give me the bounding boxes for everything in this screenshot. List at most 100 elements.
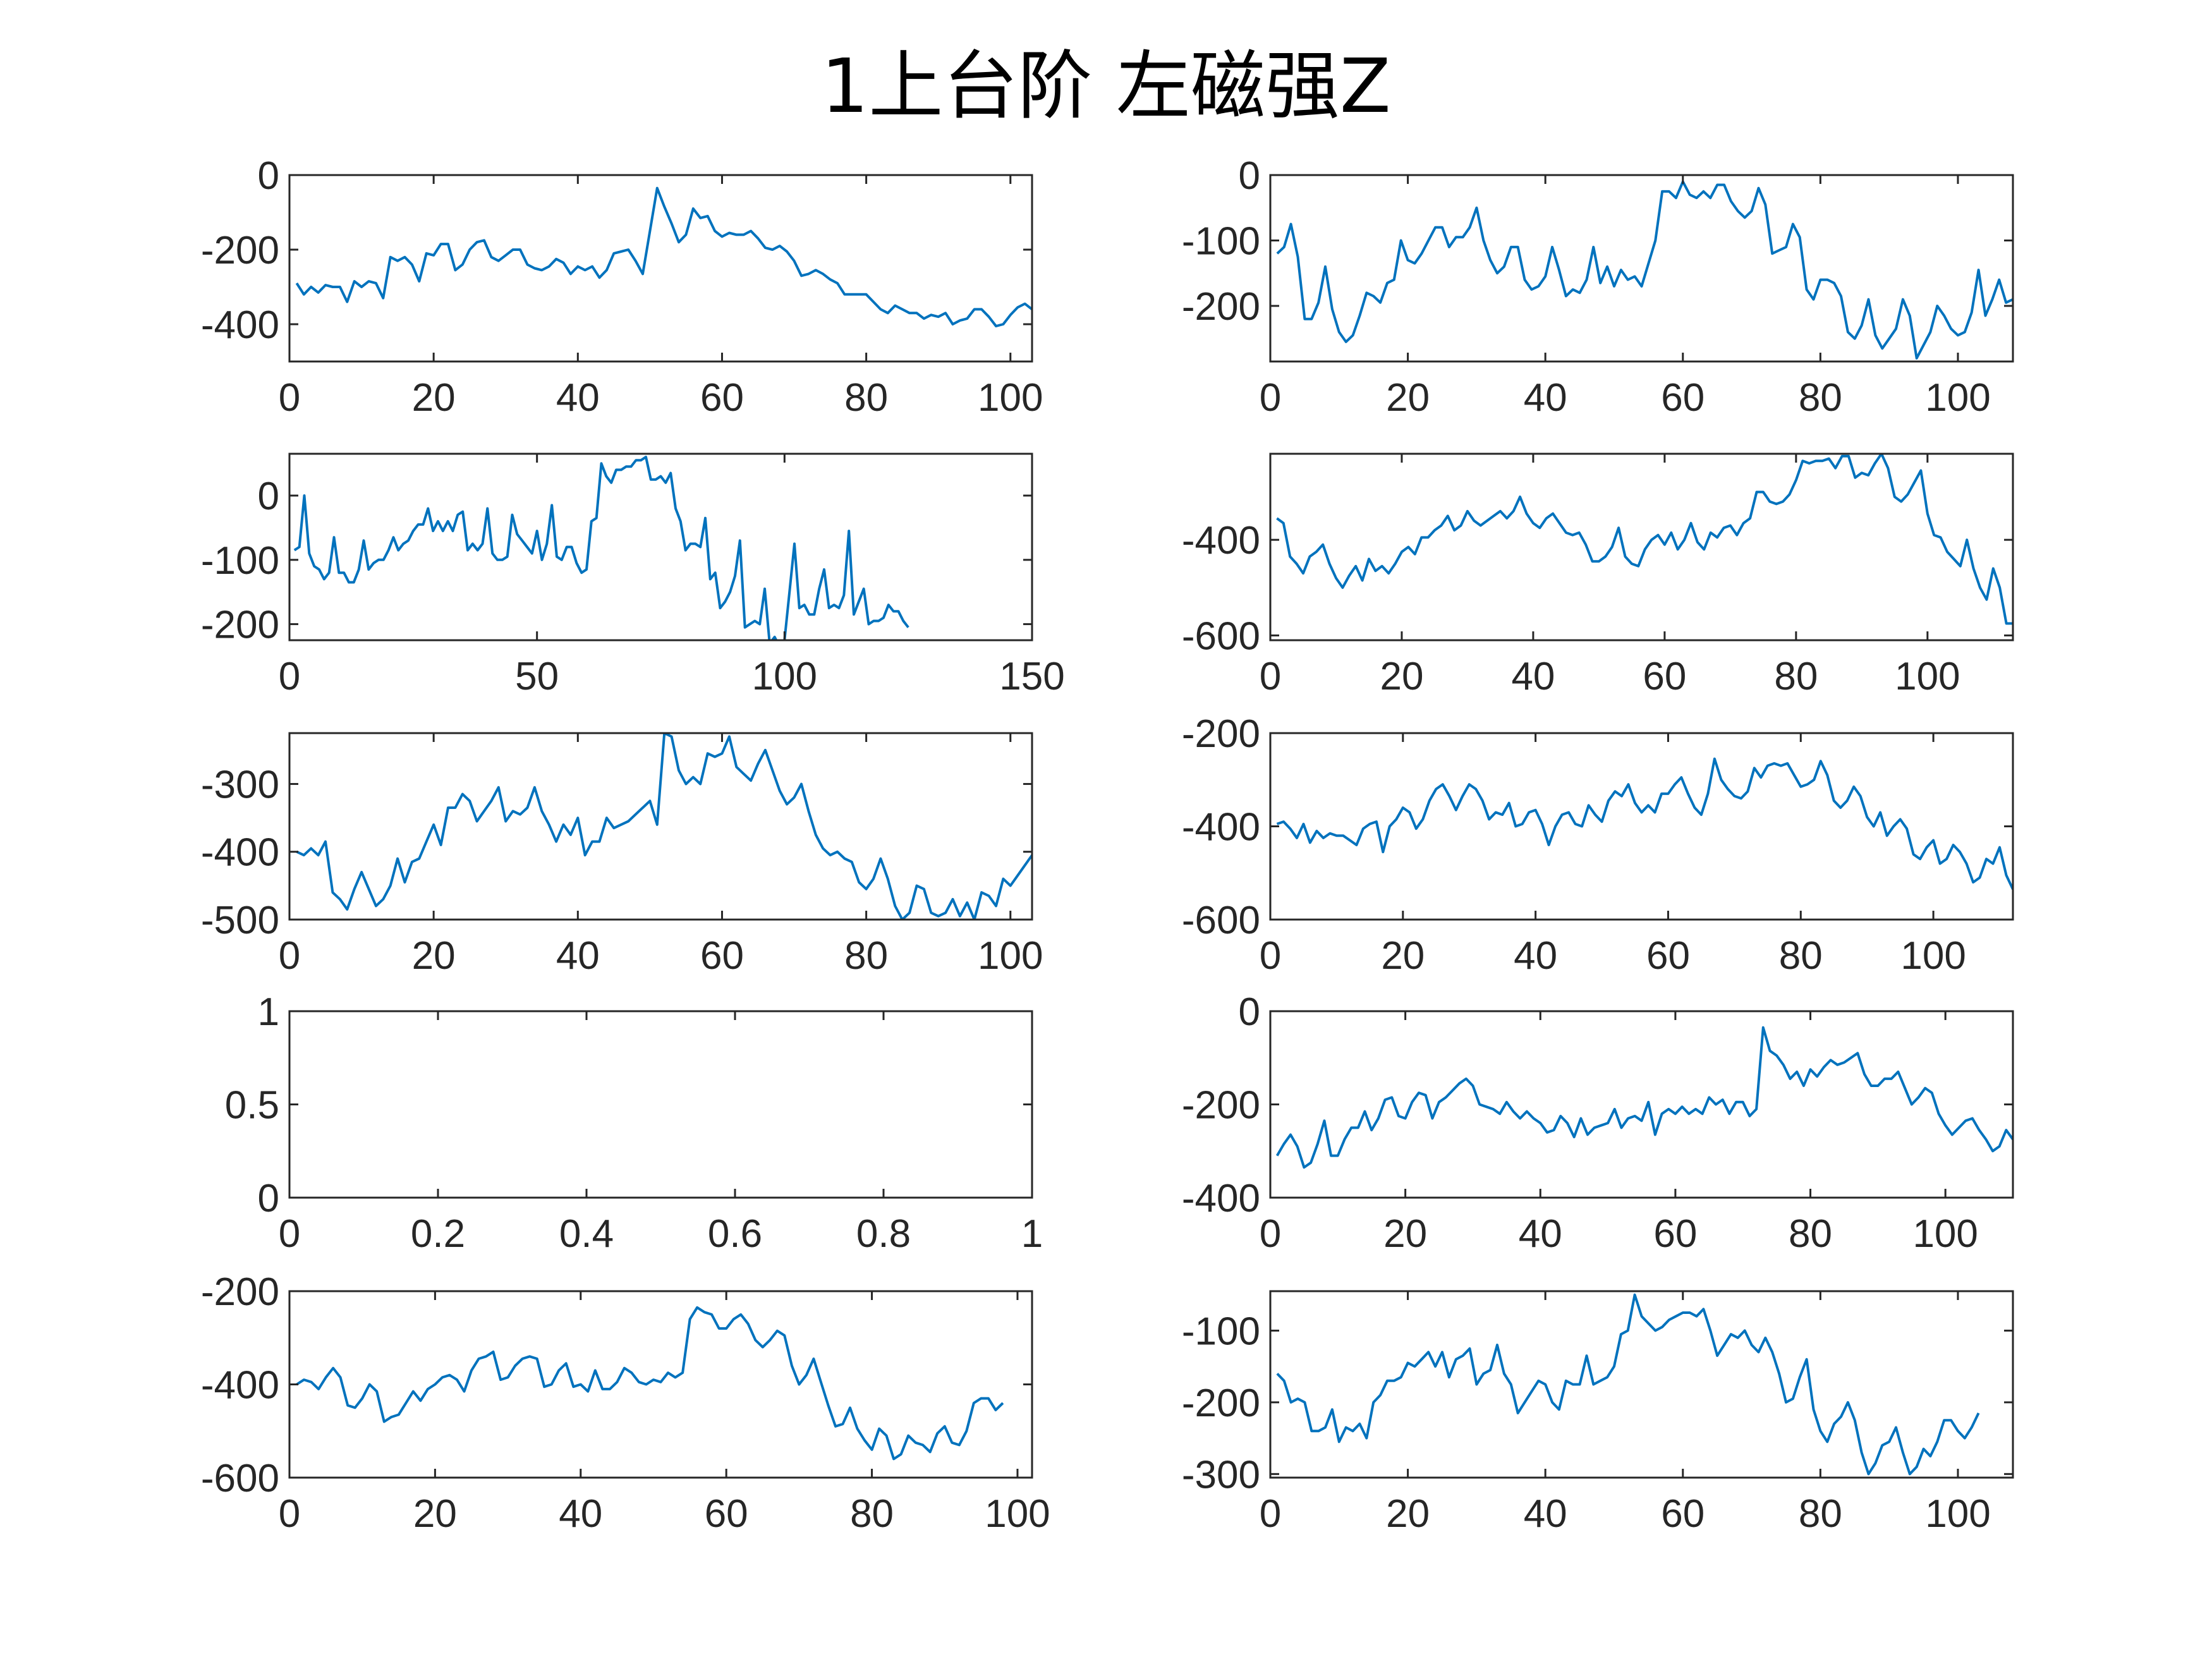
- x-tick-label: 80: [1774, 655, 1818, 698]
- x-tick-label: 60: [1646, 934, 1690, 978]
- x-tick-label: 20: [1381, 934, 1425, 978]
- x-tick-label: 100: [1912, 1212, 1978, 1256]
- x-tick-label: 50: [515, 655, 559, 698]
- x-tick-label: 100: [1925, 376, 1990, 420]
- y-tick-label: -300: [201, 763, 279, 806]
- subplot-right-2: 0 20 40 60 80 100 -600 -400: [1182, 453, 2014, 698]
- series-line: [1276, 180, 2013, 360]
- x-tick-label: 0: [279, 1212, 300, 1256]
- x-tick-label: 40: [559, 1492, 602, 1536]
- x-tick-label: 60: [1653, 1212, 1697, 1256]
- x-tick-label: 20: [1383, 1212, 1427, 1256]
- x-tick-label: 0: [1260, 655, 1281, 698]
- x-tick-label: 150: [999, 655, 1064, 698]
- y-tick-label: -200: [1182, 1382, 1260, 1425]
- x-tick-label: 40: [1511, 655, 1555, 698]
- x-tick-label: 20: [1380, 655, 1423, 698]
- y-tick-label: -300: [1182, 1453, 1260, 1497]
- axes-box: [288, 453, 1033, 641]
- x-tick-label: 60: [1643, 655, 1686, 698]
- x-tick-label: 20: [412, 376, 456, 420]
- x-tick-label: 60: [1661, 1492, 1705, 1536]
- x-tick-label: 20: [1386, 1492, 1430, 1536]
- x-tick-label: 60: [1661, 376, 1705, 420]
- x-tick-label: 20: [413, 1492, 457, 1536]
- subplot-right-1: 0 20 40 60 80 100 -200 -100 0: [1182, 154, 2014, 420]
- y-tick-label: -200: [201, 1270, 279, 1314]
- x-tick-label: 80: [1799, 376, 1842, 420]
- x-tick-label: 100: [1895, 655, 1960, 698]
- axes-box: [1269, 1010, 2014, 1199]
- y-tick-label: 1: [258, 990, 279, 1034]
- x-tick-label: 100: [1900, 934, 1966, 978]
- x-tick-label: 100: [985, 1492, 1050, 1536]
- y-tick-label: 0: [258, 154, 279, 198]
- x-tick-label: 0.2: [411, 1212, 465, 1256]
- x-tick-label: 0: [279, 1492, 300, 1536]
- x-tick-label: 60: [700, 934, 744, 978]
- x-tick-label: 0: [279, 655, 300, 698]
- y-tick-label: -200: [1182, 712, 1260, 756]
- y-tick-label: -400: [1182, 806, 1260, 849]
- x-tick-label: 40: [1514, 934, 1557, 978]
- y-tick-label: -200: [1182, 1084, 1260, 1127]
- y-tick-label: -100: [1182, 220, 1260, 264]
- x-tick-label: 40: [556, 376, 600, 420]
- subplot-left-2: 0 50 100 150 -200 -100 0: [201, 453, 1065, 698]
- x-tick-label: 100: [978, 934, 1043, 978]
- x-tick-label: 20: [412, 934, 456, 978]
- axes-box: [1269, 1290, 2014, 1479]
- x-tick-label: 40: [1524, 376, 1567, 420]
- y-tick-label: -100: [201, 539, 279, 583]
- x-tick-label: 0: [1260, 1212, 1281, 1256]
- axes-box: [288, 174, 1033, 363]
- x-tick-label: 100: [1925, 1492, 1990, 1536]
- subplot-left-1: 0 20 40 60 80 100 -400 -200 0: [201, 154, 1043, 420]
- subplot-left-3: 0 20 40 60 80 100 -500 -400 -300: [201, 732, 1043, 978]
- x-tick-label: 80: [844, 376, 888, 420]
- x-tick-label: 0: [279, 376, 300, 420]
- series-line: [1276, 1293, 1980, 1476]
- subplot-right-4: 0 20 40 60 80 100 -400 -200 0: [1182, 990, 2014, 1256]
- axes-box: [288, 732, 1033, 921]
- x-tick-label: 60: [700, 376, 744, 420]
- subplot-right-5: 0 20 40 60 80 100 -300 -200 -100: [1182, 1290, 2014, 1536]
- y-tick-label: 0.5: [225, 1084, 279, 1127]
- y-tick-label: -200: [1182, 285, 1260, 329]
- y-tick-label: 0: [1239, 154, 1260, 198]
- x-tick-label: 0: [1260, 1492, 1281, 1536]
- y-tick-label: -400: [201, 831, 279, 875]
- x-tick-label: 80: [844, 934, 888, 978]
- x-tick-label: 80: [1789, 1212, 1832, 1256]
- x-tick-label: 0.6: [708, 1212, 762, 1256]
- y-tick-label: -400: [201, 303, 279, 347]
- x-tick-label: 80: [1779, 934, 1823, 978]
- series-line: [1275, 1026, 2013, 1169]
- y-tick-label: -100: [1182, 1310, 1260, 1353]
- x-tick-label: 100: [752, 655, 817, 698]
- x-tick-label: 80: [1799, 1492, 1842, 1536]
- subplot-left-4: 0 0.2 0.4 0.6 0.8 1 0 0.5 1: [225, 990, 1043, 1256]
- series-line: [295, 186, 1032, 327]
- y-tick-label: -400: [1182, 519, 1260, 562]
- y-tick-label: -400: [201, 1364, 279, 1407]
- y-tick-label: 0: [258, 1177, 279, 1220]
- y-tick-label: -600: [1182, 614, 1260, 658]
- y-tick-label: -500: [201, 899, 279, 942]
- x-tick-label: 1: [1021, 1212, 1043, 1256]
- axes-box: [1269, 732, 2014, 921]
- x-tick-label: 80: [850, 1492, 894, 1536]
- x-tick-label: 100: [978, 376, 1043, 420]
- y-tick-label: -200: [201, 604, 279, 647]
- y-tick-label: -200: [201, 229, 279, 272]
- y-tick-label: -400: [1182, 1177, 1260, 1220]
- axes-box: [1269, 174, 2014, 363]
- series-line: [293, 456, 909, 640]
- series-line: [296, 1306, 1004, 1461]
- x-tick-label: 0: [1260, 376, 1281, 420]
- subplot-right-3: 0 20 40 60 80 100 -600 -400 -200: [1182, 712, 2014, 978]
- series-line: [1276, 454, 2013, 625]
- series-line: [296, 733, 1032, 920]
- series-line: [1276, 757, 2013, 890]
- figure-title: 1上台阶 左磁强Z: [821, 42, 1391, 130]
